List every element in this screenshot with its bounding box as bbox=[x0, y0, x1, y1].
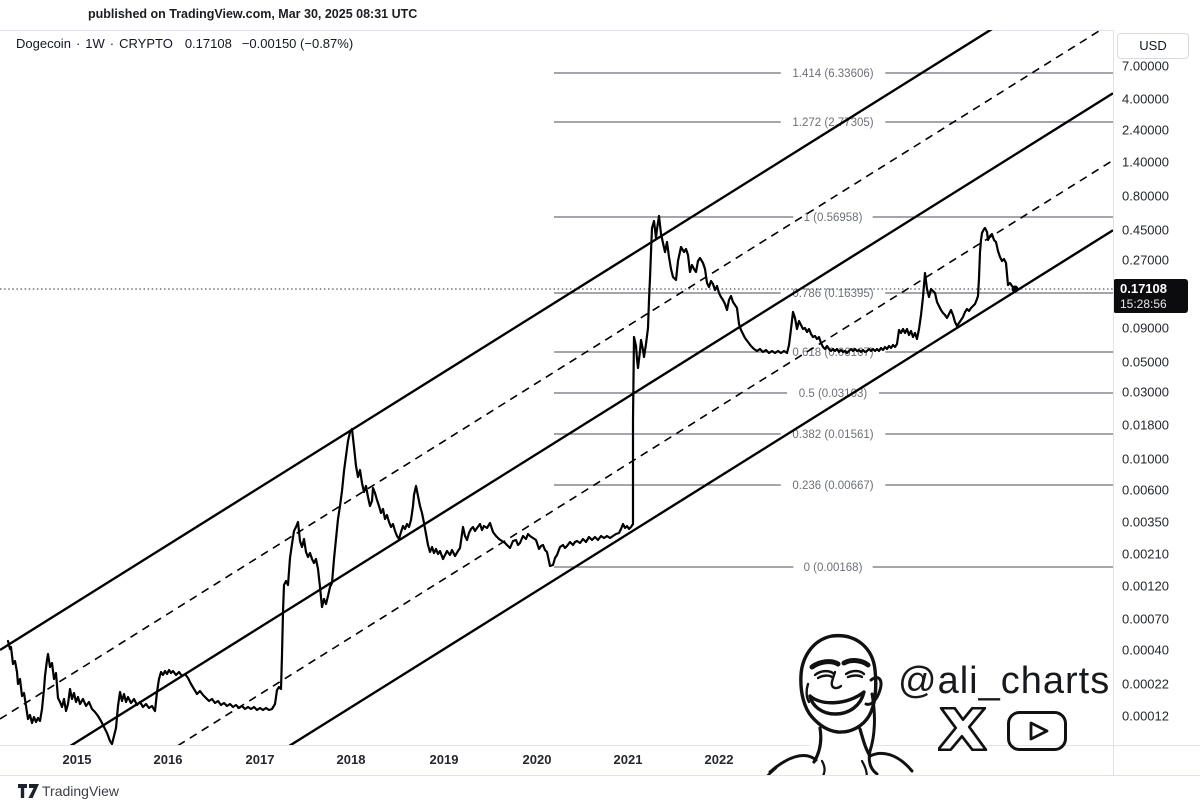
svg-text:0 (0.00168): 0 (0.00168) bbox=[804, 562, 863, 574]
price-change: −0.00150 bbox=[241, 36, 297, 51]
pane-top-border bbox=[0, 30, 1200, 31]
price-tick-label: 1.40000 bbox=[1122, 154, 1169, 170]
interval-label[interactable]: 1W bbox=[85, 36, 105, 51]
price-tick-label: 0.03000 bbox=[1122, 384, 1169, 400]
price-tick-label: 7.00000 bbox=[1122, 58, 1169, 74]
price-tick-label: 0.00022 bbox=[1122, 676, 1169, 692]
price-tick-label: 0.00350 bbox=[1122, 514, 1169, 530]
price-tick-label: 0.00012 bbox=[1122, 708, 1169, 724]
price-change-percent: (−0.87%) bbox=[300, 36, 354, 51]
chart-canvas[interactable]: 1.414 (6.33606) 1.272 (2.77305) 1 (0.56958… bbox=[0, 30, 1113, 745]
svg-text:0.5 (0.03103): 0.5 (0.03103) bbox=[799, 388, 868, 400]
price-tick-label: 0.05000 bbox=[1122, 354, 1169, 370]
price-tick-label: 0.01800 bbox=[1122, 417, 1169, 433]
footer-border bbox=[0, 775, 1200, 776]
price-tick-label: 2.40000 bbox=[1122, 122, 1169, 138]
price-tick-label: 0.45000 bbox=[1122, 222, 1169, 238]
time-axis-border bbox=[0, 745, 1200, 746]
youtube-icon bbox=[1007, 711, 1067, 751]
price-tick-label: 0.09000 bbox=[1122, 320, 1169, 336]
svg-text:1 (0.56958): 1 (0.56958) bbox=[804, 212, 863, 224]
footer: TradingView bbox=[0, 776, 1200, 808]
svg-text:1.272 (2.77305): 1.272 (2.77305) bbox=[792, 117, 873, 129]
price-axis[interactable]: USD 7.00000 4.00000 2.40000 1.40000 0.80000 0… bbox=[1113, 30, 1200, 775]
time-axis[interactable]: 2015 2016 2017 2018 2019 2020 2021 2022 bbox=[0, 746, 1113, 775]
svg-text:0.382 (0.01561): 0.382 (0.01561) bbox=[792, 429, 873, 441]
price-axis-border bbox=[1113, 30, 1114, 775]
price-tick-label: 0.27000 bbox=[1122, 252, 1169, 268]
time-tick-label: 2017 bbox=[245, 752, 275, 767]
tradingview-brand-text[interactable]: TradingView bbox=[42, 783, 120, 799]
ali-face-watermark bbox=[764, 633, 914, 780]
time-tick-label: 2022 bbox=[704, 752, 734, 767]
tradingview-logo-icon[interactable] bbox=[18, 783, 40, 799]
price-tick-label: 0.00040 bbox=[1122, 642, 1169, 658]
currency-toggle-button[interactable]: USD bbox=[1117, 33, 1189, 59]
published-text: published on TradingView.com, Mar 30, 20… bbox=[88, 7, 418, 21]
legend-separator: · bbox=[109, 36, 115, 51]
price-tick-label: 0.01000 bbox=[1122, 451, 1169, 467]
last-price-badge[interactable]: 0.17108 15:28:56 bbox=[1113, 279, 1188, 313]
price-tick-label: 0.00600 bbox=[1122, 482, 1169, 498]
symbol-legend[interactable]: Dogecoin · 1W · CRYPTO 0.17108 −0.00150 (−0.87… bbox=[16, 36, 353, 51]
svg-text:1.414 (6.33606): 1.414 (6.33606) bbox=[792, 68, 873, 80]
time-tick-label: 2021 bbox=[613, 752, 643, 767]
badge-price: 0.17108 bbox=[1120, 281, 1167, 296]
time-tick-label: 2016 bbox=[153, 752, 183, 767]
ali-charts-handle: @ali_charts bbox=[898, 660, 1111, 702]
time-tick-label: 2015 bbox=[62, 752, 92, 767]
price-tick-label: 4.00000 bbox=[1122, 91, 1169, 107]
svg-text:0.786 (0.16395): 0.786 (0.16395) bbox=[792, 288, 873, 300]
published-bar: published on TradingView.com, Mar 30, 20… bbox=[0, 0, 1200, 30]
price-tick-label: 0.80000 bbox=[1122, 188, 1169, 204]
price-tick-label: 0.00070 bbox=[1122, 611, 1169, 627]
price-tick-label: 0.00120 bbox=[1122, 578, 1169, 594]
last-price: 0.17108 bbox=[184, 36, 232, 51]
time-tick-label: 2020 bbox=[522, 752, 552, 767]
price-tick-label: 0.00210 bbox=[1122, 546, 1169, 562]
symbol-name[interactable]: Dogecoin bbox=[16, 36, 71, 51]
legend-separator: · bbox=[75, 36, 81, 51]
time-tick-label: 2018 bbox=[336, 752, 366, 767]
badge-countdown: 15:28:56 bbox=[1120, 297, 1167, 311]
exchange-label: CRYPTO bbox=[119, 36, 173, 51]
svg-text:0.236 (0.00667): 0.236 (0.00667) bbox=[792, 480, 873, 492]
x-twitter-icon bbox=[938, 707, 988, 751]
time-tick-label: 2019 bbox=[429, 752, 459, 767]
